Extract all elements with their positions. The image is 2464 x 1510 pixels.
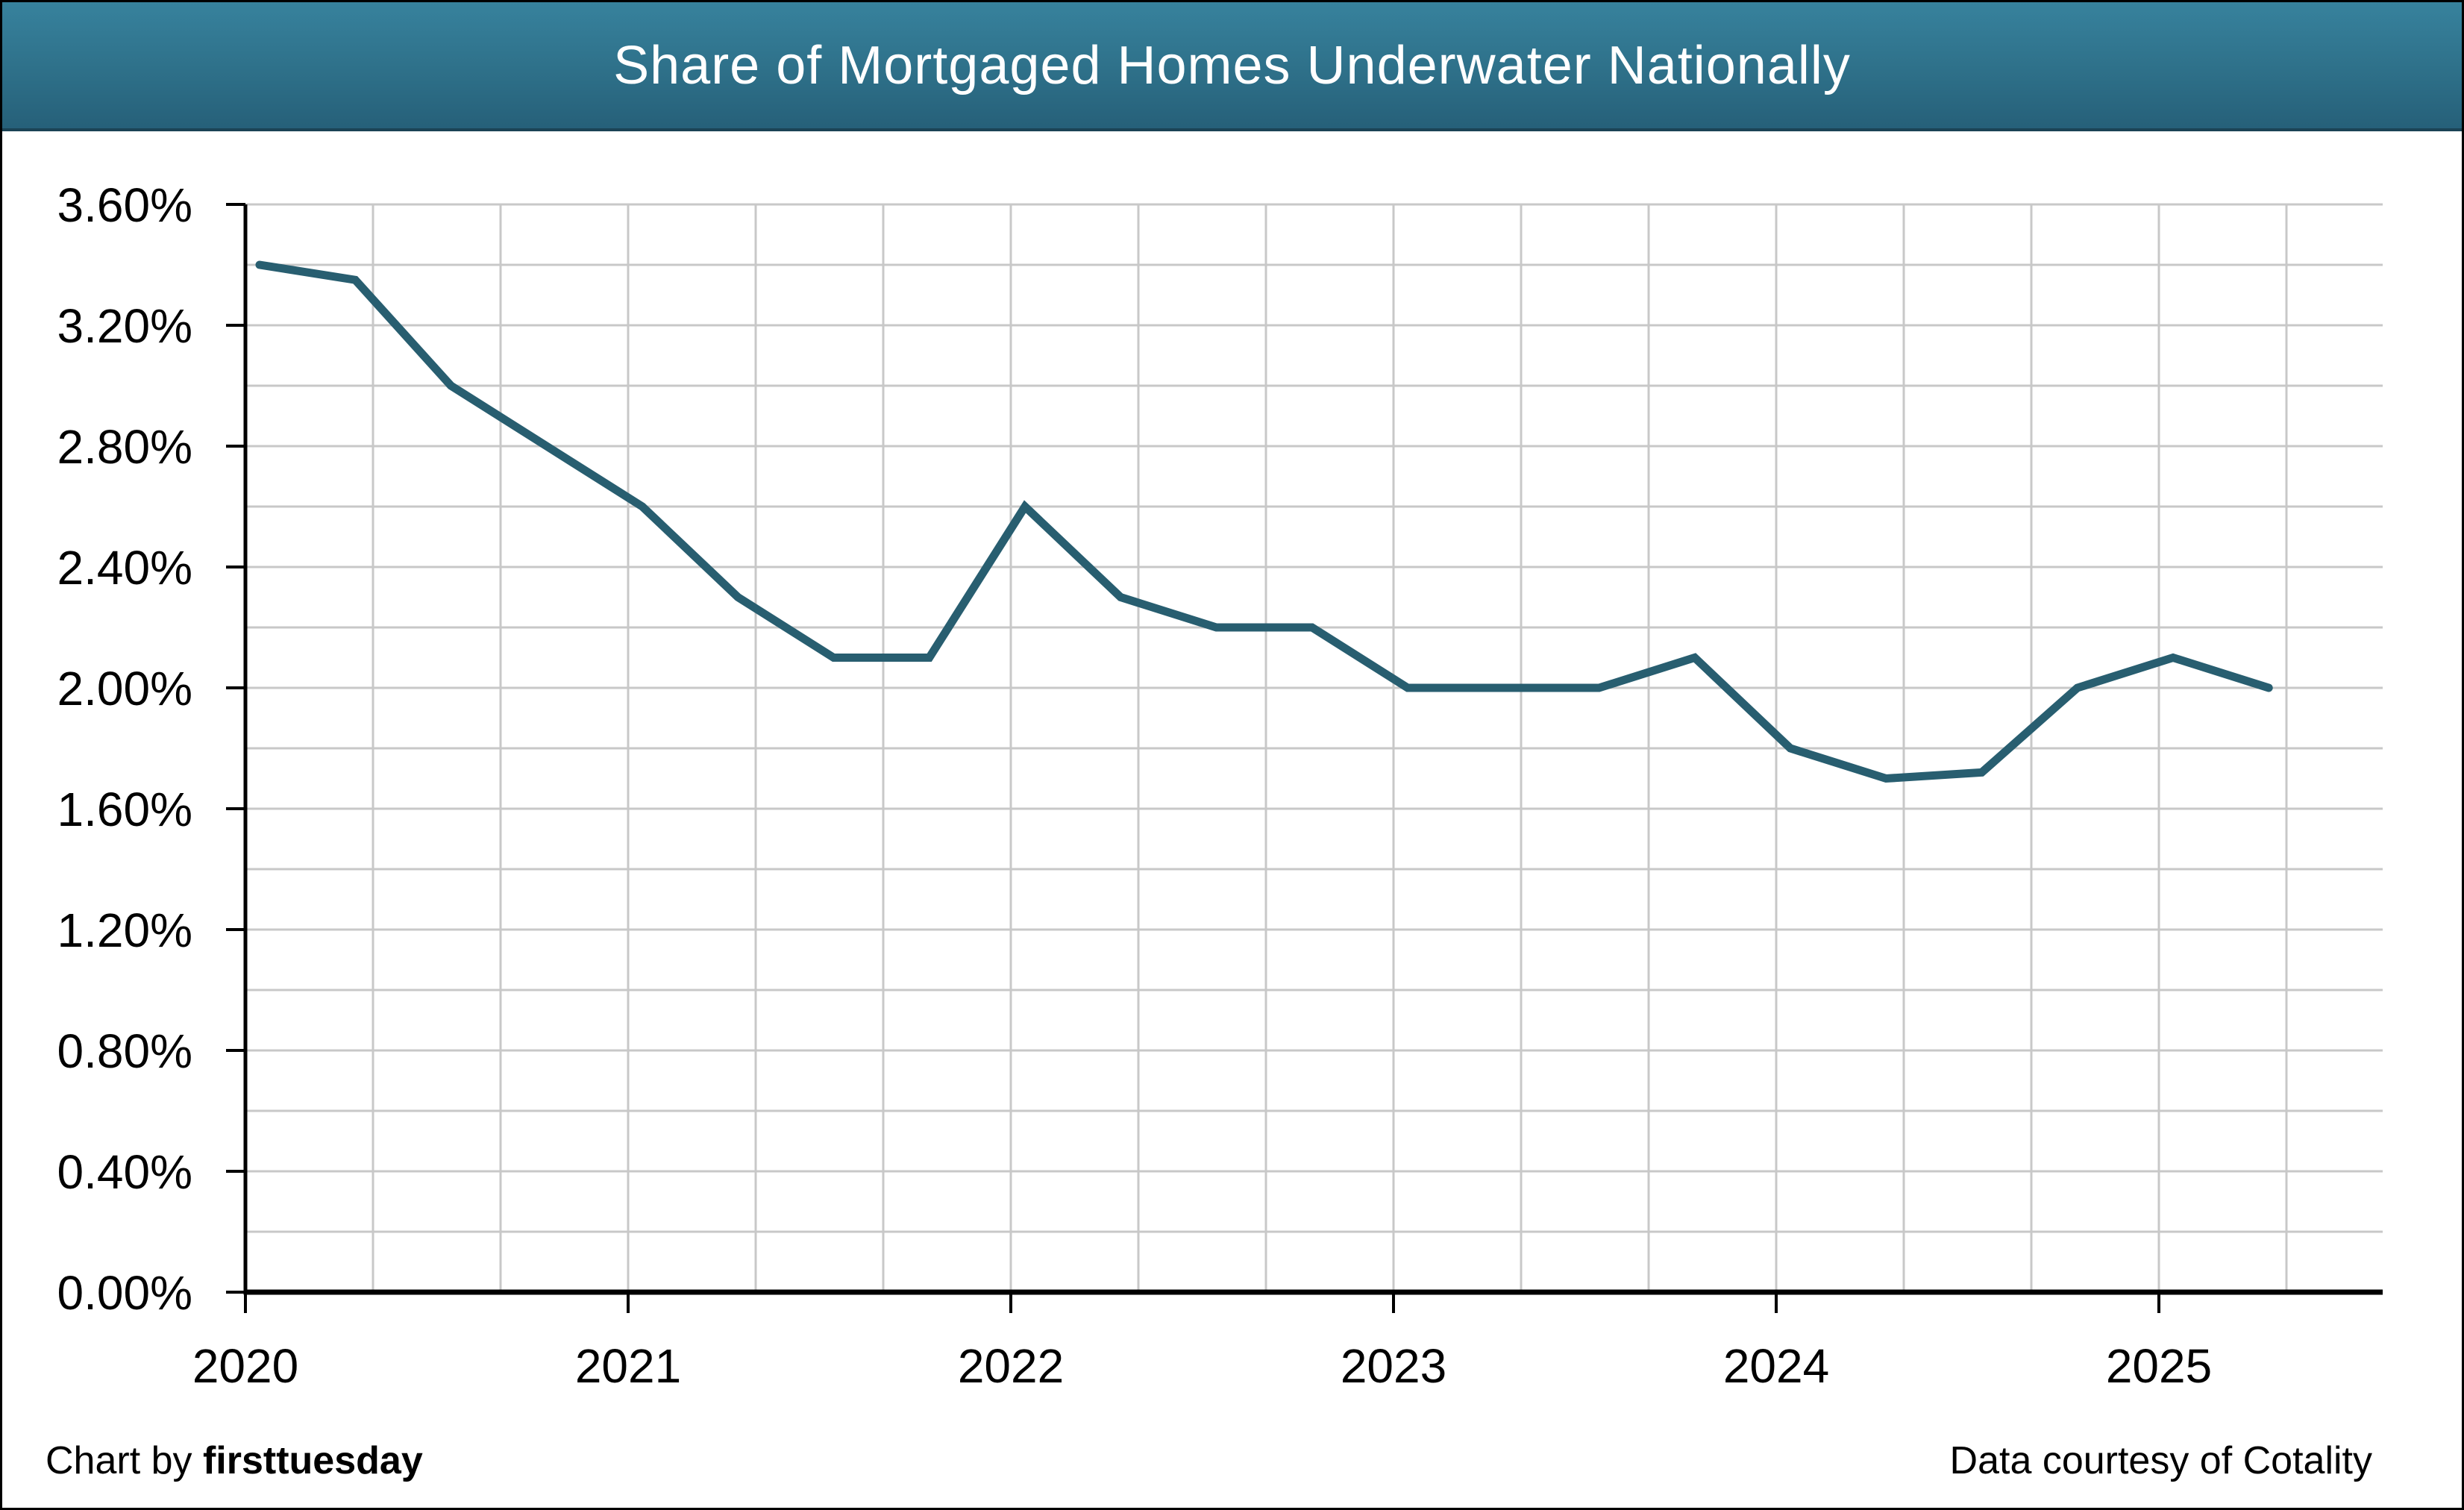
x-axis-labels: 2020 2021 2022 2023 2024 2025 bbox=[192, 1339, 2212, 1393]
x-tick-label: 2023 bbox=[1341, 1339, 1446, 1393]
y-tick-label: 3.20% bbox=[57, 299, 192, 353]
y-axis-labels: 0.00% 0.40% 0.80% 1.20% 1.60% 2.00% 2.40% 2.80%… bbox=[57, 178, 192, 1320]
x-tick-label: 2025 bbox=[2106, 1339, 2212, 1393]
x-tick-label: 2022 bbox=[958, 1339, 1064, 1393]
y-tick-label: 1.60% bbox=[57, 783, 192, 836]
series-line bbox=[255, 260, 2273, 783]
y-tick-label: 2.40% bbox=[57, 541, 192, 595]
gridlines bbox=[245, 203, 2383, 1292]
chart-title: Share of Mortgaged Homes Underwater Nati… bbox=[613, 35, 1851, 95]
y-tick-label: 0.40% bbox=[57, 1145, 192, 1199]
data-credit: Data courtesy of Cotality bbox=[1949, 1439, 2372, 1482]
x-tick-label: 2020 bbox=[192, 1339, 298, 1393]
y-tick-label: 3.60% bbox=[57, 178, 192, 232]
y-tick-label: 0.00% bbox=[57, 1266, 192, 1320]
y-tick-label: 2.80% bbox=[57, 420, 192, 474]
title-bar: Share of Mortgaged Homes Underwater Nati… bbox=[2, 2, 2462, 131]
credit-brand: firsttuesday bbox=[202, 1439, 423, 1482]
axes bbox=[243, 204, 2383, 1295]
x-tick-label: 2021 bbox=[575, 1339, 681, 1393]
axis-ticks bbox=[226, 203, 2160, 1313]
y-tick-label: 0.80% bbox=[57, 1024, 192, 1078]
y-tick-label: 2.00% bbox=[57, 662, 192, 715]
credit-prefix: Chart by bbox=[46, 1439, 203, 1482]
x-tick-label: 2024 bbox=[1723, 1339, 1829, 1393]
chart-credit: Chart by firsttuesday bbox=[46, 1438, 423, 1483]
y-tick-label: 1.20% bbox=[57, 903, 192, 957]
